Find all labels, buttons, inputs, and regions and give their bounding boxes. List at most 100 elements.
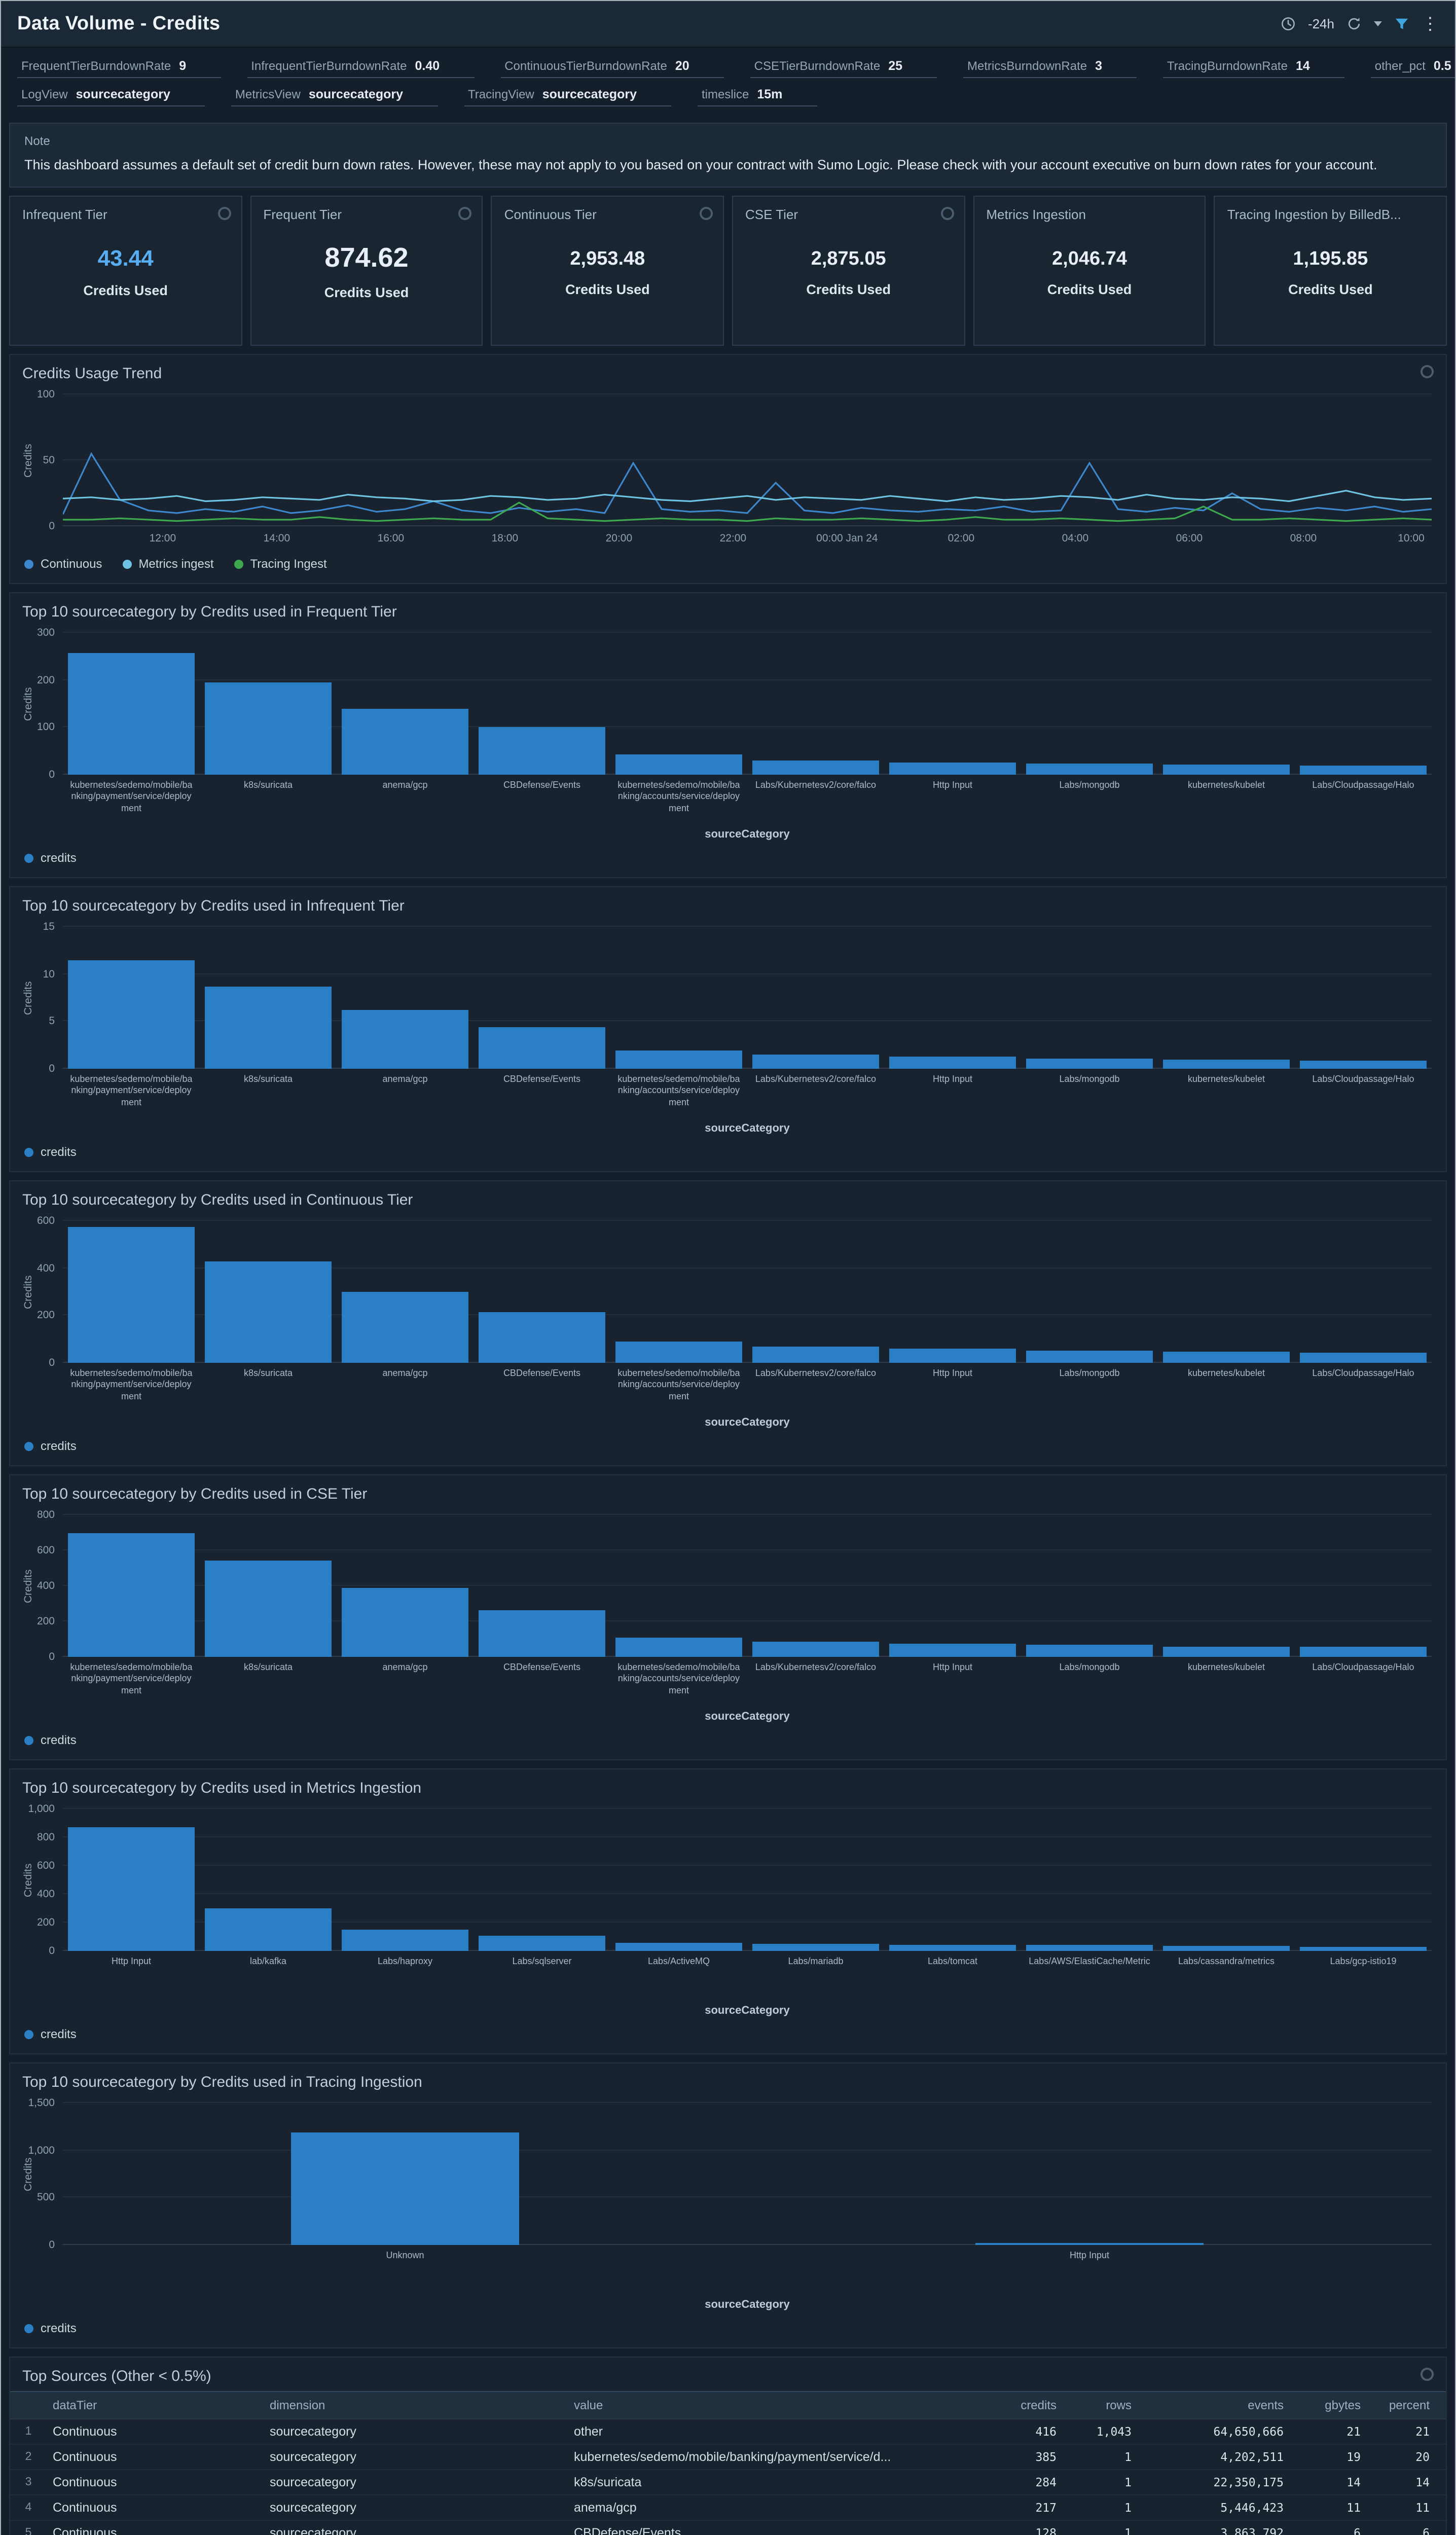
legend-item[interactable]: credits <box>24 851 77 865</box>
bar-http-input[interactable] <box>975 2243 1204 2245</box>
bar-k8s-suricata[interactable] <box>205 1560 332 1657</box>
bar-labs-kubernetesv2-core-falco[interactable] <box>752 1641 879 1657</box>
bar-labs-gcp-istio19[interactable] <box>1300 1946 1427 1951</box>
bar-labs-tomcat[interactable] <box>889 1944 1016 1951</box>
bar-labs-cloudpassage-halo[interactable] <box>1300 765 1427 775</box>
legend-item[interactable]: credits <box>24 1733 77 1747</box>
legend-item-tracing-ingest[interactable]: Tracing Ingest <box>234 557 327 571</box>
bar-labs-mongodb[interactable] <box>1026 1350 1153 1363</box>
column-header-dimension[interactable]: dimension <box>270 2398 325 2412</box>
bar-labs-activemq[interactable] <box>615 1943 742 1951</box>
bar-cbdefense-events[interactable] <box>479 1610 605 1657</box>
column-header-value[interactable]: value <box>574 2398 603 2412</box>
column-header-rows[interactable]: rows <box>1106 2398 1132 2412</box>
column-header-credits[interactable]: credits <box>1021 2398 1057 2412</box>
bar-labs-sqlserver[interactable] <box>479 1936 605 1951</box>
bar-anema-gcp[interactable] <box>342 1587 468 1657</box>
bar-labs-cloudpassage-halo[interactable] <box>1300 1647 1427 1657</box>
legend-item[interactable]: credits <box>24 1439 77 1453</box>
legend-item-continuous[interactable]: Continuous <box>24 557 102 571</box>
legend-item-metrics-ingest[interactable]: Metrics ingest <box>122 557 214 571</box>
bar-labs-mongodb[interactable] <box>1026 1058 1153 1069</box>
variable-timeslice[interactable]: timeslice 15m <box>698 84 817 106</box>
bar-http-input[interactable] <box>68 1827 195 1951</box>
bar-kubernetes-sedemo-mobile-banking-accounts-service-deployment[interactable] <box>615 1051 742 1069</box>
table-row[interactable]: 3 Continuous sourcecategory k8s/suricata 284… <box>10 2470 1446 2495</box>
bar-cbdefense-events[interactable] <box>479 727 605 775</box>
bar-kubernetes-sedemo-mobile-banking-payment-service-deployment[interactable] <box>68 960 195 1069</box>
bar-labs-mongodb[interactable] <box>1026 1645 1153 1657</box>
variable-metricsview[interactable]: MetricsView sourcecategory <box>231 84 438 106</box>
bar-kubernetes-sedemo-mobile-banking-payment-service-deployment[interactable] <box>68 1226 195 1363</box>
variable-continuoustierburndownrate[interactable]: ContinuousTierBurndownRate 20 <box>500 56 724 78</box>
bar-labs-kubernetesv2-core-falco[interactable] <box>752 1347 879 1363</box>
series-tracing-ingest <box>63 502 1432 521</box>
bar-anema-gcp[interactable] <box>342 708 468 775</box>
column-header-events[interactable]: events <box>1248 2398 1284 2412</box>
legend-item[interactable]: credits <box>24 2027 77 2041</box>
bar-http-input[interactable] <box>889 762 1016 775</box>
legend-item[interactable]: credits <box>24 1145 77 1159</box>
bar-cbdefense-events[interactable] <box>479 1312 605 1363</box>
kpi-panel-tracing-ingestion-by-billedb: Tracing Ingestion by BilledB... 1,195.85 C… <box>1214 196 1447 346</box>
clock-icon[interactable] <box>1281 16 1296 31</box>
bar-anema-gcp[interactable] <box>342 1292 468 1363</box>
bar-kubernetes-kubelet[interactable] <box>1163 764 1290 775</box>
column-header-datatier[interactable]: dataTier <box>53 2398 97 2412</box>
legend-item[interactable]: credits <box>24 2321 77 2335</box>
variable-metricsburndownrate[interactable]: MetricsBurndownRate 3 <box>963 56 1137 78</box>
variable-tracingburndownrate[interactable]: TracingBurndownRate 14 <box>1163 56 1344 78</box>
bar-lab-kafka[interactable] <box>205 1908 332 1951</box>
bar-http-input[interactable] <box>889 1056 1016 1069</box>
variable-logview[interactable]: LogView sourcecategory <box>17 84 205 106</box>
bar-kubernetes-sedemo-mobile-banking-accounts-service-deployment[interactable] <box>615 1637 742 1657</box>
column-header-gbytes[interactable]: gbytes <box>1325 2398 1361 2412</box>
bar-http-input[interactable] <box>889 1643 1016 1657</box>
bar-kubernetes-sedemo-mobile-banking-payment-service-deployment[interactable] <box>68 653 195 775</box>
x-category-label: Http Input <box>111 1956 152 1966</box>
chevron-down-icon[interactable] <box>1374 21 1382 26</box>
bar-kubernetes-kubelet[interactable] <box>1163 1352 1290 1363</box>
bar-k8s-suricata[interactable] <box>205 1261 332 1363</box>
bar-kubernetes-sedemo-mobile-banking-accounts-service-deployment[interactable] <box>615 754 742 775</box>
table-row[interactable]: 1 Continuous sourcecategory other 416 1,043 64… <box>10 2419 1446 2445</box>
table-row[interactable]: 5 Continuous sourcecategory CBDefense/Event… <box>10 2521 1446 2535</box>
bar-labs-aws-elasticache-metric[interactable] <box>1026 1945 1153 1951</box>
bar-kubernetes-kubelet[interactable] <box>1163 1059 1290 1069</box>
bar-k8s-suricata[interactable] <box>205 682 332 775</box>
kebab-menu-icon[interactable]: ⋮ <box>1422 14 1439 33</box>
variable-csetierburndownrate[interactable]: CSETierBurndownRate 25 <box>750 56 937 78</box>
table-cell: 1,043 <box>1096 2424 1132 2439</box>
column-header-percent[interactable]: percent <box>1389 2398 1430 2412</box>
variable-other-pct[interactable]: other_pct 0.5 <box>1370 56 1455 78</box>
variable-infrequenttierburndownrate[interactable]: InfrequentTierBurndownRate 0.40 <box>247 56 475 78</box>
bar-labs-cassandra-metrics[interactable] <box>1163 1946 1290 1951</box>
variable-label: TracingView <box>468 87 534 101</box>
bar-k8s-suricata[interactable] <box>205 986 332 1069</box>
bar-kubernetes-sedemo-mobile-banking-payment-service-deployment[interactable] <box>68 1533 195 1657</box>
variable-tracingview[interactable]: TracingView sourcecategory <box>464 84 671 106</box>
legend-label: credits <box>41 1439 77 1453</box>
table-cell: Continuous <box>53 2526 117 2535</box>
kpi-panel-infrequent-tier: Infrequent Tier 43.44 Credits Used <box>9 196 242 346</box>
bar-kubernetes-sedemo-mobile-banking-accounts-service-deployment[interactable] <box>615 1342 742 1363</box>
bar-labs-kubernetesv2-core-falco[interactable] <box>752 760 879 775</box>
bar-http-input[interactable] <box>889 1349 1016 1363</box>
variable-frequenttierburndownrate[interactable]: FrequentTierBurndownRate 9 <box>17 56 221 78</box>
bar-cbdefense-events[interactable] <box>479 1027 605 1069</box>
bar-anema-gcp[interactable] <box>342 1010 468 1069</box>
table-row[interactable]: 2 Continuous sourcecategory kubernetes/sede… <box>10 2445 1446 2470</box>
bar-labs-haproxy[interactable] <box>342 1930 468 1951</box>
bar-labs-mongodb[interactable] <box>1026 763 1153 775</box>
bar-labs-cloudpassage-halo[interactable] <box>1300 1352 1427 1363</box>
filter-icon[interactable] <box>1394 16 1409 31</box>
bar-labs-mariadb[interactable] <box>752 1944 879 1951</box>
time-range-label[interactable]: -24h <box>1307 16 1334 31</box>
bar-labs-cloudpassage-halo[interactable] <box>1300 1060 1427 1069</box>
refresh-icon[interactable] <box>1346 16 1362 31</box>
bar-kubernetes-kubelet[interactable] <box>1163 1646 1290 1657</box>
bar-unknown[interactable] <box>291 2132 519 2245</box>
bar-labs-kubernetesv2-core-falco[interactable] <box>752 1055 879 1069</box>
table-row[interactable]: 4 Continuous sourcecategory anema/gcp 217 1 5,… <box>10 2495 1446 2521</box>
gridline <box>63 1656 1432 1657</box>
